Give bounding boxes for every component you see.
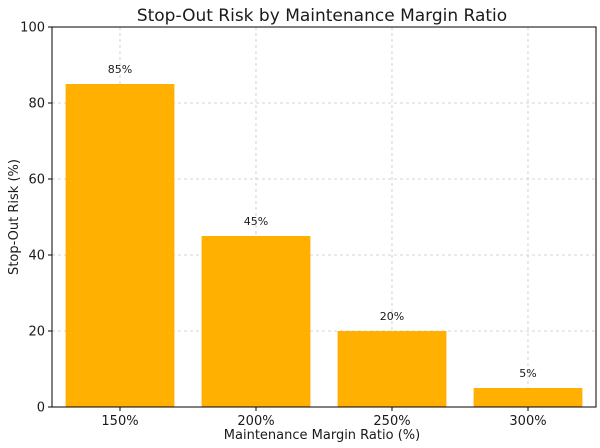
x-tick-label: 300%	[509, 414, 546, 429]
y-axis-label: Stop-Out Risk (%)	[7, 159, 22, 275]
y-tick-label: 60	[28, 173, 45, 188]
y-tick-label: 40	[28, 249, 45, 264]
y-tick-label: 80	[28, 97, 45, 112]
bar-data-label: 85%	[108, 63, 132, 76]
chart-title: Stop-Out Risk by Maintenance Margin Rati…	[137, 6, 507, 26]
bar-data-label: 20%	[380, 310, 404, 323]
plot-frame	[51, 26, 597, 408]
bar-data-label: 45%	[244, 215, 268, 228]
bar	[201, 236, 311, 407]
bar	[473, 388, 583, 407]
bar	[337, 331, 447, 407]
x-tick-label: 150%	[101, 414, 138, 429]
bar-data-label: 5%	[519, 367, 536, 380]
data-labels: 85% 45% 20% 5%	[108, 63, 537, 380]
bars	[65, 84, 583, 407]
bar	[65, 84, 175, 407]
x-tick-label: 250%	[373, 414, 410, 429]
x-axis-label: Maintenance Margin Ratio (%)	[224, 428, 420, 443]
x-tick-label: 200%	[237, 414, 274, 429]
y-tick-label: 20	[28, 325, 45, 340]
axes: 0 20 40 60 80 100 150% 200% 250% 300%	[20, 21, 597, 429]
y-tick-label: 100	[20, 21, 45, 36]
y-tick-label: 0	[37, 401, 45, 416]
